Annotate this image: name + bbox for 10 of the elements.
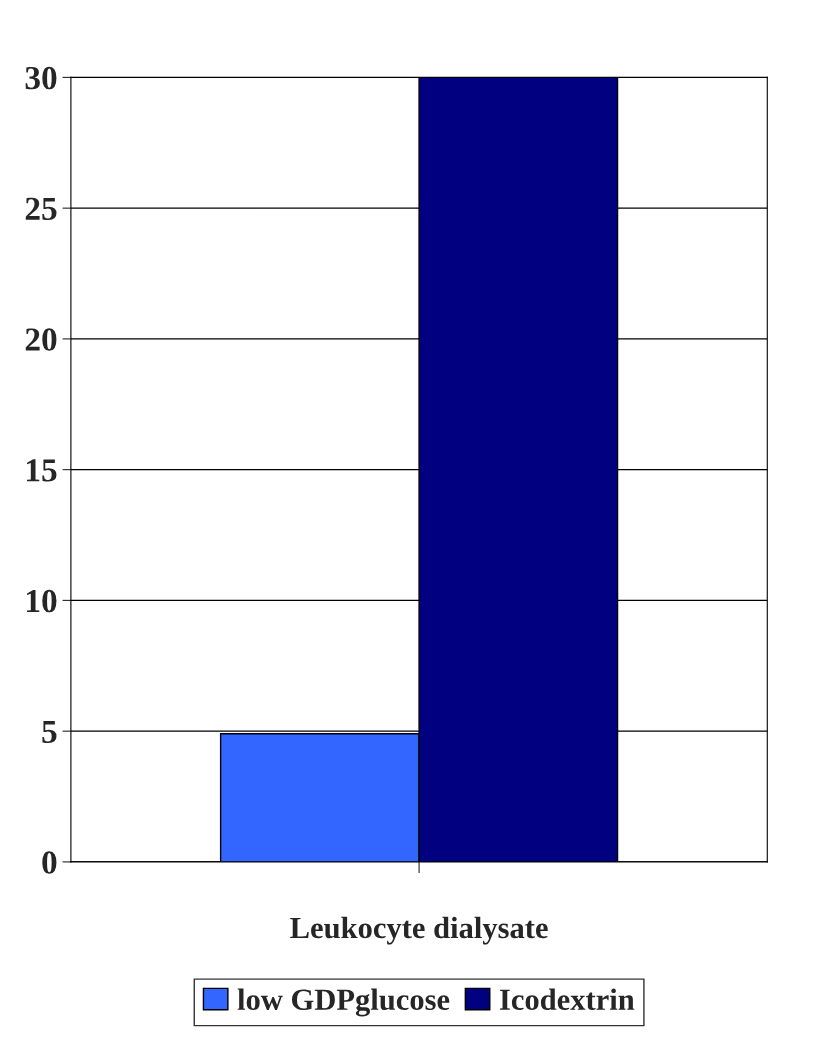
legend-label: low GDPglucose [237,988,450,1017]
y-tick-label: 20 [25,328,57,351]
legend-label: Icodextrin [499,988,635,1011]
y-tick-label: 25 [25,197,57,221]
y-tick-label: 30 [25,66,57,90]
y-tick-label: 10 [27,589,57,613]
y-tick-label: 0 [42,851,57,874]
x-tick-label: Leukocyte dialysate [290,916,548,945]
y-tick-label: 15 [27,459,57,482]
y-tick-label: 5 [42,720,57,744]
